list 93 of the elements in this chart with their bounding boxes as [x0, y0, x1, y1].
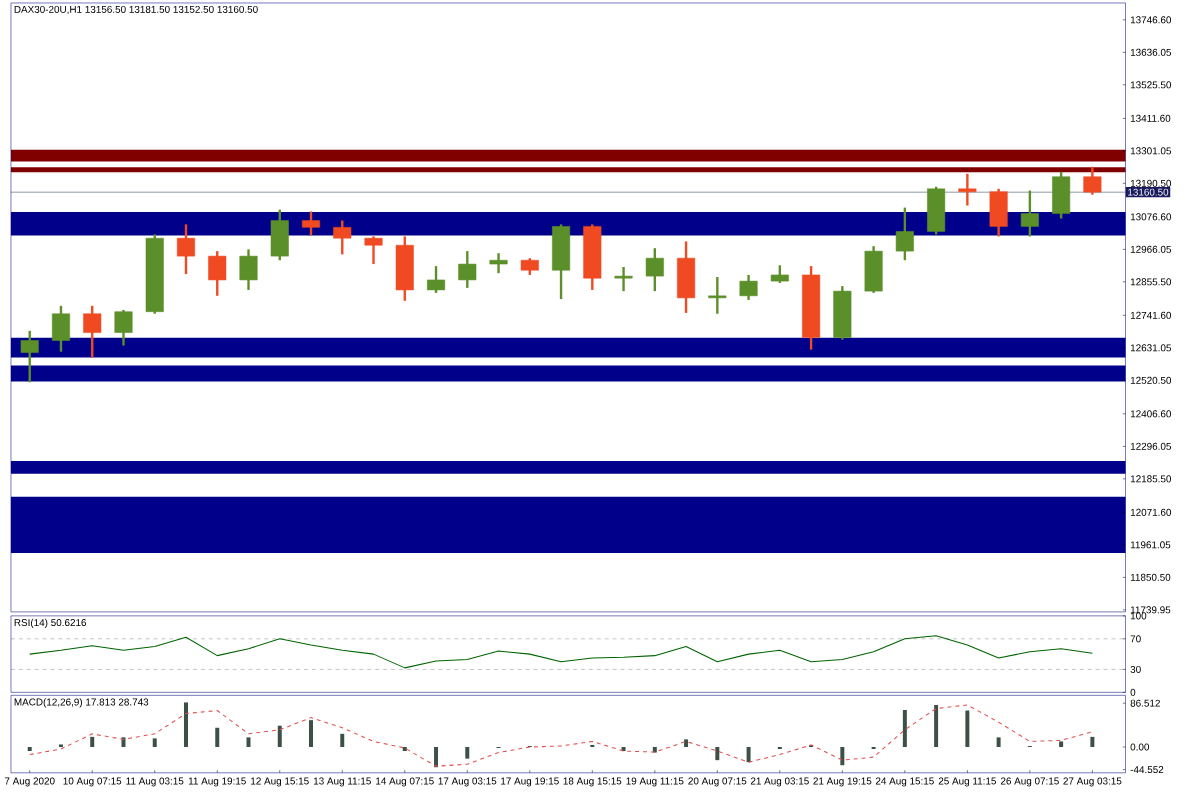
chart-title: DAX30-20U,H1 13156.50 13181.50 13152.50 13160.50 [14, 6, 258, 15]
candlestick [333, 219, 352, 256]
y-tick-label: 13190.50 [1130, 180, 1172, 188]
y-tick-label: 0 [1130, 689, 1136, 697]
candlestick [427, 265, 446, 295]
x-tick-label: 10 Aug 07:15 [63, 777, 122, 787]
bar [934, 705, 939, 748]
bar [902, 710, 907, 748]
x-tick-label: 13 Aug 11:15 [313, 777, 371, 787]
candlestick [458, 250, 477, 290]
candlestick [895, 206, 914, 262]
x-tick-label: 17 Aug 03:15 [438, 777, 497, 787]
x-tick-label: 27 Aug 03:15 [1063, 777, 1122, 787]
candlestick [958, 172, 977, 207]
bar [277, 725, 282, 748]
bar [840, 747, 845, 766]
x-tick-label: 21 Aug 19:15 [813, 777, 872, 787]
y-tick-label: 11850.50 [1130, 574, 1171, 582]
y-tick-label: 12406.60 [1130, 410, 1172, 418]
candlestick [208, 250, 227, 298]
y-tick-label: 13746.60 [1130, 16, 1172, 24]
y-tick-label: 12520.50 [1130, 377, 1172, 385]
y-tick-label: 13525.50 [1130, 81, 1172, 89]
candlestick [645, 247, 664, 293]
bar [152, 738, 157, 748]
y-tick-label: 86.512 [1130, 699, 1160, 707]
y-tick-label: 13636.05 [1130, 49, 1172, 57]
y-tick-label: 70 [1130, 635, 1141, 643]
bar [90, 737, 95, 748]
bar [184, 702, 188, 748]
y-tick-label: 12071.60 [1130, 508, 1172, 516]
bar [58, 744, 63, 748]
bar [1090, 737, 1095, 748]
bar [777, 747, 782, 750]
bar [996, 737, 1001, 748]
y-tick-label: 12631.05 [1130, 344, 1172, 352]
chart-title: MACD(12,26,9) 17.813 28.743 [14, 698, 149, 708]
x-tick-label: 20 Aug 07:15 [688, 777, 747, 787]
x-tick-label: 19 Aug 11:15 [626, 777, 684, 787]
y-tick-label: 12185.50 [1130, 475, 1172, 483]
candlestick [114, 308, 133, 347]
y-tick-label: 12296.05 [1130, 443, 1172, 451]
y-tick-label: 12966.05 [1130, 246, 1172, 254]
ref-line-label: 13160.50 [1128, 188, 1169, 196]
bar [340, 733, 345, 748]
candlestick [176, 223, 196, 276]
bar [434, 747, 439, 768]
y-tick-label: 0.00 [1130, 743, 1150, 751]
y-tick-label: 12855.50 [1130, 278, 1172, 286]
candlestick [1020, 189, 1039, 238]
bar [715, 747, 720, 761]
candlestick [239, 248, 258, 292]
y-tick-label: 13301.05 [1130, 147, 1172, 155]
bar [590, 745, 595, 748]
candlestick [489, 252, 508, 275]
x-tick-label: 21 Aug 03:15 [750, 777, 809, 787]
x-tick-label: 18 Aug 15:15 [563, 777, 622, 787]
chart-title: RSI(14) 50.6216 [14, 618, 87, 629]
y-tick-label: 11739.95 [1130, 606, 1171, 614]
bar [652, 747, 657, 753]
bar [746, 747, 751, 763]
candlestick [364, 235, 383, 266]
candlestick [83, 304, 102, 359]
x-tick-label: 12 Aug 15:15 [251, 777, 309, 787]
x-tick-label: 14 Aug 07:15 [376, 777, 434, 787]
bar [309, 720, 313, 748]
x-tick-label: 24 Aug 15:15 [875, 777, 934, 787]
x-tick-label: 25 Aug 11:15 [938, 777, 997, 787]
x-tick-label: 17 Aug 19:15 [501, 777, 559, 787]
y-tick-label: 13076.60 [1130, 213, 1172, 221]
candlestick [1083, 165, 1102, 197]
bar [465, 747, 470, 759]
bar [1059, 741, 1064, 748]
candlestick [739, 273, 758, 302]
y-tick-label: 11961.05 [1130, 541, 1171, 549]
candlestick [614, 265, 633, 293]
candlestick [301, 210, 321, 237]
x-tick-label: 7 Aug 2020 [4, 777, 55, 787]
x-tick-label: 11 Aug 19:15 [188, 777, 246, 787]
y-tick-label: 30 [1130, 666, 1141, 674]
candlestick [20, 329, 39, 384]
y-tick-label: 12741.60 [1130, 311, 1172, 320]
x-tick-label: 11 Aug 03:15 [126, 777, 184, 787]
line-series [29, 635, 1093, 669]
y-tick-label: -44.552 [1130, 766, 1164, 774]
y-tick-label: 13411.60 [1130, 115, 1171, 123]
bar [871, 747, 876, 750]
bar [27, 747, 32, 752]
candlestick [708, 275, 727, 316]
bar [965, 710, 970, 748]
bar [215, 727, 220, 748]
y-tick-label: 100 [1130, 612, 1147, 620]
x-tick-label: 26 Aug 07:15 [1000, 777, 1059, 787]
